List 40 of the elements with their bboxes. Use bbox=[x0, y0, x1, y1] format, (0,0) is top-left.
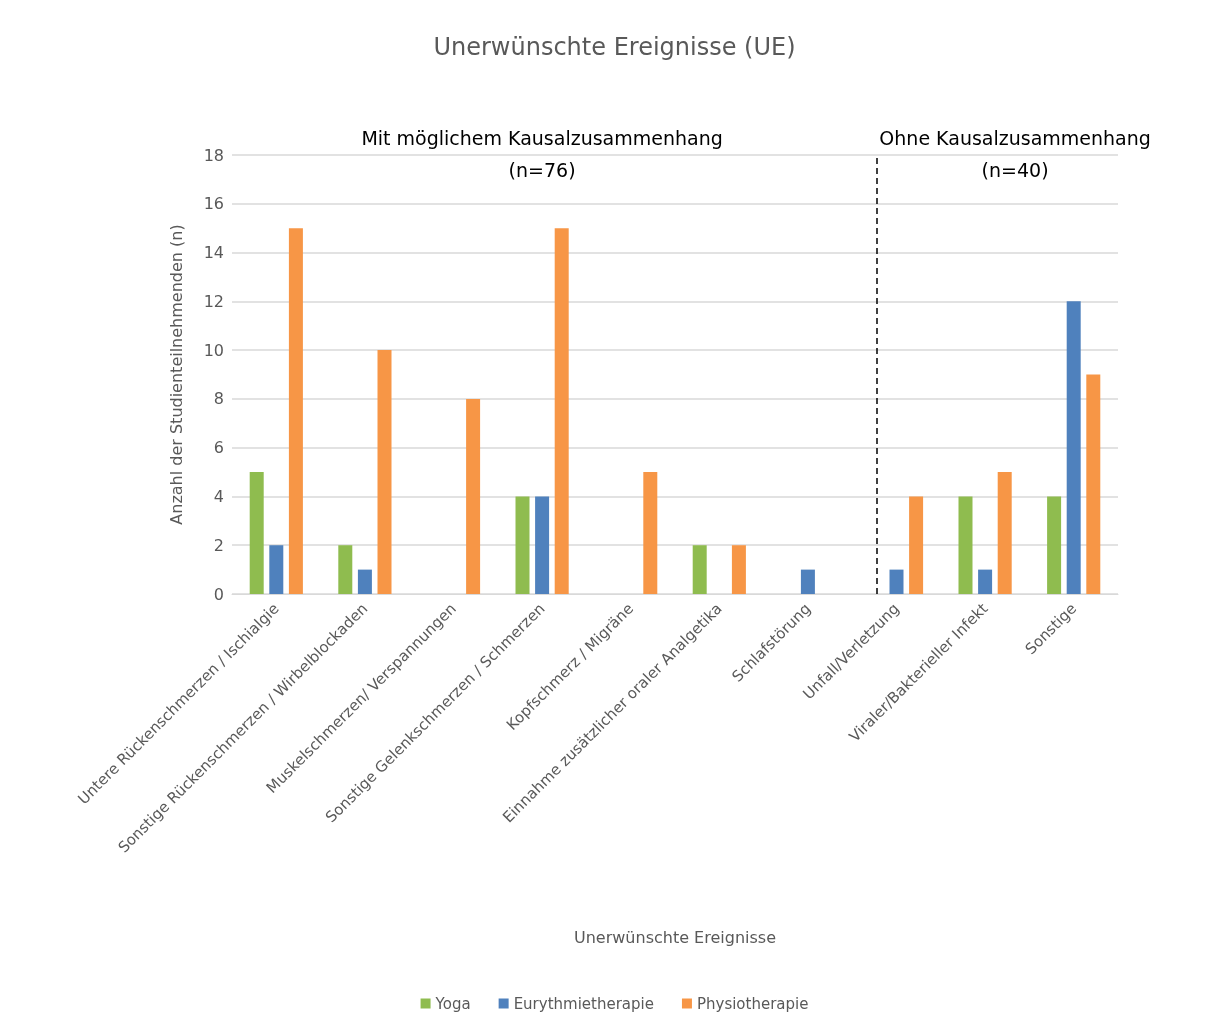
bar bbox=[338, 545, 353, 594]
bar bbox=[466, 398, 481, 594]
chart-title: Unerwünschte Ereignisse (UE) bbox=[433, 33, 796, 61]
x-axis-title: Unerwünschte Ereignisse bbox=[574, 927, 776, 947]
bar bbox=[889, 569, 904, 594]
y-tick-label: 2 bbox=[213, 535, 224, 555]
bar bbox=[1086, 374, 1101, 594]
bar bbox=[978, 569, 993, 594]
bar bbox=[958, 496, 973, 594]
y-tick-label: 6 bbox=[213, 438, 224, 458]
legend-label: Physiotherapie bbox=[696, 994, 809, 1013]
bar bbox=[731, 545, 746, 594]
y-tick-label: 16 bbox=[203, 194, 224, 214]
annotation: Ohne Kausalzusammenhang (n=40) bbox=[879, 127, 1151, 181]
y-tick-label: 0 bbox=[213, 584, 224, 604]
y-tick-label: 8 bbox=[213, 389, 224, 409]
y-tick-label: 4 bbox=[213, 486, 224, 506]
legend-label: Yoga bbox=[434, 994, 471, 1013]
bar bbox=[554, 228, 569, 594]
y-axis-title: Anzahl der Studienteilnehmenden (n) bbox=[166, 224, 186, 525]
bar bbox=[515, 496, 530, 594]
y-tick-label: 10 bbox=[203, 340, 224, 360]
bar bbox=[1066, 301, 1081, 594]
bar bbox=[535, 496, 550, 594]
annotation: Mit möglichem Kausalzusammenhang (n=76) bbox=[361, 127, 723, 181]
bar bbox=[288, 228, 303, 594]
bar bbox=[357, 569, 372, 594]
bar bbox=[269, 545, 284, 594]
y-tick-label: 12 bbox=[203, 291, 224, 311]
bar bbox=[692, 545, 707, 594]
y-tick-label: 14 bbox=[203, 243, 224, 263]
bar bbox=[909, 496, 924, 594]
bar bbox=[800, 569, 815, 594]
legend-label: Eurythmietherapie bbox=[513, 994, 654, 1013]
bar bbox=[377, 350, 392, 594]
bar bbox=[1047, 496, 1062, 594]
bar bbox=[249, 472, 264, 594]
bar bbox=[643, 472, 658, 594]
bar bbox=[997, 472, 1012, 594]
y-tick-label: 18 bbox=[203, 145, 224, 165]
